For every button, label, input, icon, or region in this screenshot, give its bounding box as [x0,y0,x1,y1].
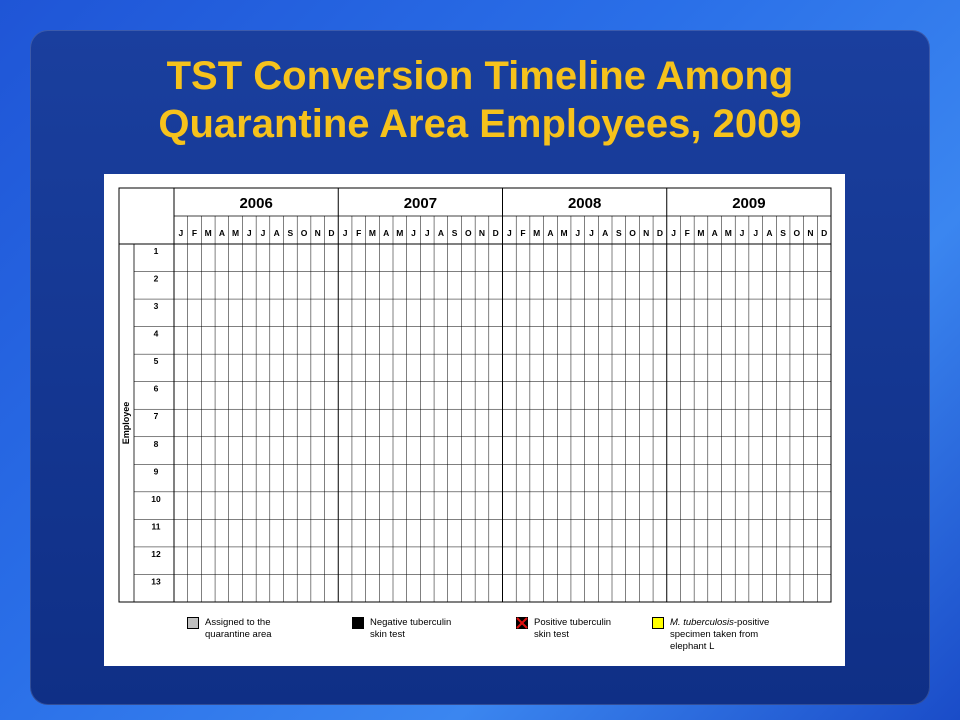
month-label: S [616,228,622,238]
month-label: A [602,228,608,238]
year-label: 2006 [239,195,272,212]
month-label: J [671,228,676,238]
month-label: J [589,228,594,238]
month-label: J [178,228,183,238]
legend-negative-line2: skin test [370,629,405,640]
month-label: S [288,228,294,238]
month-label: M [561,228,568,238]
month-label: N [807,228,813,238]
year-label: 2008 [568,195,601,212]
month-label: J [261,228,266,238]
month-label: D [328,228,334,238]
employee-number: 9 [154,466,159,476]
employee-number: 2 [154,274,159,284]
month-label: M [396,228,403,238]
month-label: M [369,228,376,238]
employee-number: 12 [151,549,161,559]
month-label: M [232,228,239,238]
legend-specimen-line3: elephant L [670,641,715,652]
month-label: A [274,228,280,238]
legend-negative-swatch [352,617,364,629]
month-label: A [438,228,444,238]
employee-number: 6 [154,384,159,394]
month-label: D [493,228,499,238]
year-label: 2009 [732,195,765,212]
month-label: M [697,228,704,238]
legend-assigned-swatch [187,617,199,629]
legend-assigned-line2: quarantine area [205,629,272,640]
legend-specimen-suffix: -positive [733,617,770,628]
month-label: S [452,228,458,238]
employee-number: 1 [154,246,159,256]
legend-positive-line1: Positive tuberculin [534,617,612,628]
legend-assigned-line1: Assigned to the [205,617,271,628]
month-label: F [192,228,197,238]
month-label: A [766,228,772,238]
month-label: F [520,228,525,238]
month-label: A [547,228,553,238]
month-label: M [205,228,212,238]
employee-number: 11 [152,521,161,531]
month-label: J [740,228,745,238]
title-line-1: TST Conversion Timeline Among [166,54,794,98]
month-label: J [411,228,416,238]
month-label: F [356,228,361,238]
month-label: O [793,228,800,238]
employee-number: 4 [154,329,159,339]
month-label: D [821,228,827,238]
month-label: J [343,228,348,238]
legend-specimen-organism: M. tuberculosis [670,617,734,628]
employee-number: 7 [154,411,159,421]
month-label: S [780,228,786,238]
month-label: J [575,228,580,238]
month-label: A [383,228,389,238]
legend-positive-line2: skin test [534,629,569,640]
month-label: N [315,228,321,238]
month-label: J [753,228,758,238]
month-label: N [479,228,485,238]
employee-number: 3 [154,301,159,311]
month-label: J [247,228,252,238]
legend-specimen-line1: M. tuberculosis-positive [670,617,769,629]
month-label: O [629,228,636,238]
legend-negative-line1: Negative tuberculin [370,617,452,628]
legend-positive-swatch [516,617,528,629]
red-x-icon [516,617,528,629]
month-label: M [533,228,540,238]
employee-number: 8 [154,439,159,449]
legend-specimen-swatch [652,617,664,629]
employee-axis-label: Employee [121,402,131,445]
month-label: F [685,228,690,238]
month-label: N [643,228,649,238]
month-label: J [425,228,430,238]
employee-number: 13 [151,576,161,586]
legend-specimen-line2: specimen taken from [670,629,759,640]
title-line-2: Quarantine Area Employees, 2009 [158,102,802,146]
year-label: 2007 [404,195,437,212]
month-label: J [507,228,512,238]
employee-number: 5 [154,356,159,366]
month-label: O [301,228,308,238]
month-label: O [465,228,472,238]
month-label: A [712,228,718,238]
slide-title: TST Conversion Timeline Among Quarantine… [30,52,930,148]
month-label: D [657,228,663,238]
month-label: A [219,228,225,238]
month-label: M [725,228,732,238]
employee-number: 10 [151,494,161,504]
